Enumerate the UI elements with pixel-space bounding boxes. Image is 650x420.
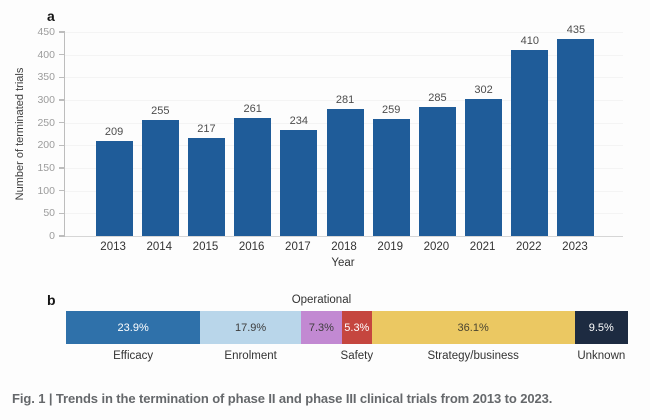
y-axis-tick-label: 250 [37, 116, 55, 129]
y-axis-tick [59, 235, 65, 237]
bar [557, 38, 595, 236]
x-axis-tick-label: 2021 [469, 241, 496, 253]
x-axis-tick-label: 2015 [192, 241, 219, 253]
y-axis-tick-label: 0 [49, 230, 55, 242]
y-axis-tick [59, 144, 65, 147]
bar [465, 99, 503, 236]
stack-segment-name: Unknown [577, 350, 626, 362]
y-axis-title: Number of terminated trials [14, 67, 26, 201]
y-axis-tick-label: 200 [37, 139, 55, 152]
bar-group: 285 [414, 32, 460, 236]
x-axis-tick-labels: 2013 2014 2015 2016 2017 2018 2019 2020 2021 2022… [64, 241, 622, 253]
stack-segment-unknown: 9.5% [574, 311, 628, 344]
y-axis-tick [59, 167, 65, 169]
bar-group: 435 [553, 24, 599, 236]
bar [187, 137, 225, 236]
bar-group: 234 [276, 32, 322, 236]
stacked-bar-wrap: 23.9% 17.9% 7.3% 5.3% 36.1% 9.5% Efficacy Enro… [66, 294, 628, 362]
bar-group: 209 [91, 32, 137, 236]
stack-segment-efficacy: 23.9% [66, 311, 201, 344]
x-axis-tick-label: 2014 [146, 241, 173, 253]
bar-value-label: 261 [243, 102, 262, 115]
bar [280, 129, 318, 236]
bar-value-label: 255 [151, 105, 170, 118]
y-axis-tick-label: 450 [37, 26, 55, 38]
panel-b-label: b [47, 292, 56, 308]
bar-value-label: 285 [428, 91, 447, 104]
stack-segment-name: Strategy/business [427, 350, 519, 362]
bar-value-label: 217 [197, 122, 216, 135]
gridline [65, 77, 623, 79]
bar [95, 141, 133, 236]
bar-group: 281 [322, 32, 368, 236]
bar [141, 120, 179, 236]
y-axis-tick [59, 212, 65, 215]
bar-group: 410 [507, 32, 553, 236]
bar-group: 261 [230, 32, 276, 236]
y-axis-tick [59, 99, 65, 101]
panel-a-label: a [47, 8, 55, 24]
x-axis-tick-label: 2019 [377, 241, 404, 253]
x-axis-tick-label: 2020 [423, 241, 450, 253]
y-axis-tick [59, 53, 65, 56]
stack-segment-operational: 7.3% [300, 311, 342, 344]
stack-segment-name: Efficacy [113, 350, 154, 362]
bar [234, 117, 272, 236]
x-axis-tick-label: 2018 [331, 241, 357, 253]
bar-value-label: 209 [104, 126, 124, 139]
gridline [65, 32, 623, 33]
x-axis-tick-label: 2013 [100, 241, 126, 253]
bar-group: 217 [183, 32, 229, 236]
bar [511, 50, 549, 236]
bar [372, 118, 410, 236]
plot-area: 0 50 100 150 200 250 300 350 400 450 209 255 217 261 2… [37, 24, 623, 242]
y-axis-tick-label: 150 [37, 162, 55, 174]
y-axis-tick-label: 50 [43, 207, 55, 220]
stack-segment-name: Enrolment [224, 350, 277, 362]
y-axis-tick-label: 350 [37, 71, 55, 84]
y-axis-tick [59, 31, 65, 33]
bar-value-label: 435 [566, 23, 586, 36]
stack-segment-name: Operational [291, 294, 352, 306]
bar [418, 106, 456, 236]
gridline [65, 100, 623, 101]
bar-group: 259 [368, 32, 414, 236]
stack-segment-strategy-business: 36.1% [371, 311, 575, 344]
gridline [65, 54, 623, 56]
bars-row: 209 255 217 261 234 281 259 285 302 410 435 [65, 24, 623, 236]
x-axis-tick-label: 2022 [515, 241, 542, 253]
x-axis-tick-label: 2023 [562, 241, 588, 253]
bar-group: 255 [137, 32, 183, 236]
bar-value-label: 410 [520, 35, 539, 48]
y-axis-tick [59, 76, 65, 79]
x-axis-title: Year [331, 257, 355, 269]
bar-value-label: 259 [382, 103, 401, 116]
bar-value-label: 302 [474, 84, 493, 97]
x-axis-tick-label: 2017 [285, 241, 311, 253]
x-axis-tick-label: 2016 [238, 241, 265, 253]
y-axis-tick-label: 300 [37, 94, 55, 106]
bar [326, 108, 364, 236]
bar-value-label: 281 [335, 93, 355, 106]
stack-segment-safety: 5.3% [341, 311, 372, 344]
stack-segment-enrolment: 17.9% [200, 311, 301, 344]
y-axis-tick-label: 400 [37, 48, 55, 61]
stacked-bar: 23.9% 17.9% 7.3% 5.3% 36.1% 9.5% [66, 311, 628, 344]
bar-value-label: 234 [289, 114, 309, 127]
stack-segment-name: Safety [340, 350, 374, 362]
y-axis-tick-label: 100 [37, 184, 55, 197]
figure-caption: Fig. 1 | Trends in the termination of ph… [12, 391, 553, 406]
y-axis-tick [59, 189, 65, 192]
y-axis-tick [59, 121, 65, 124]
bar-group: 302 [461, 32, 507, 236]
